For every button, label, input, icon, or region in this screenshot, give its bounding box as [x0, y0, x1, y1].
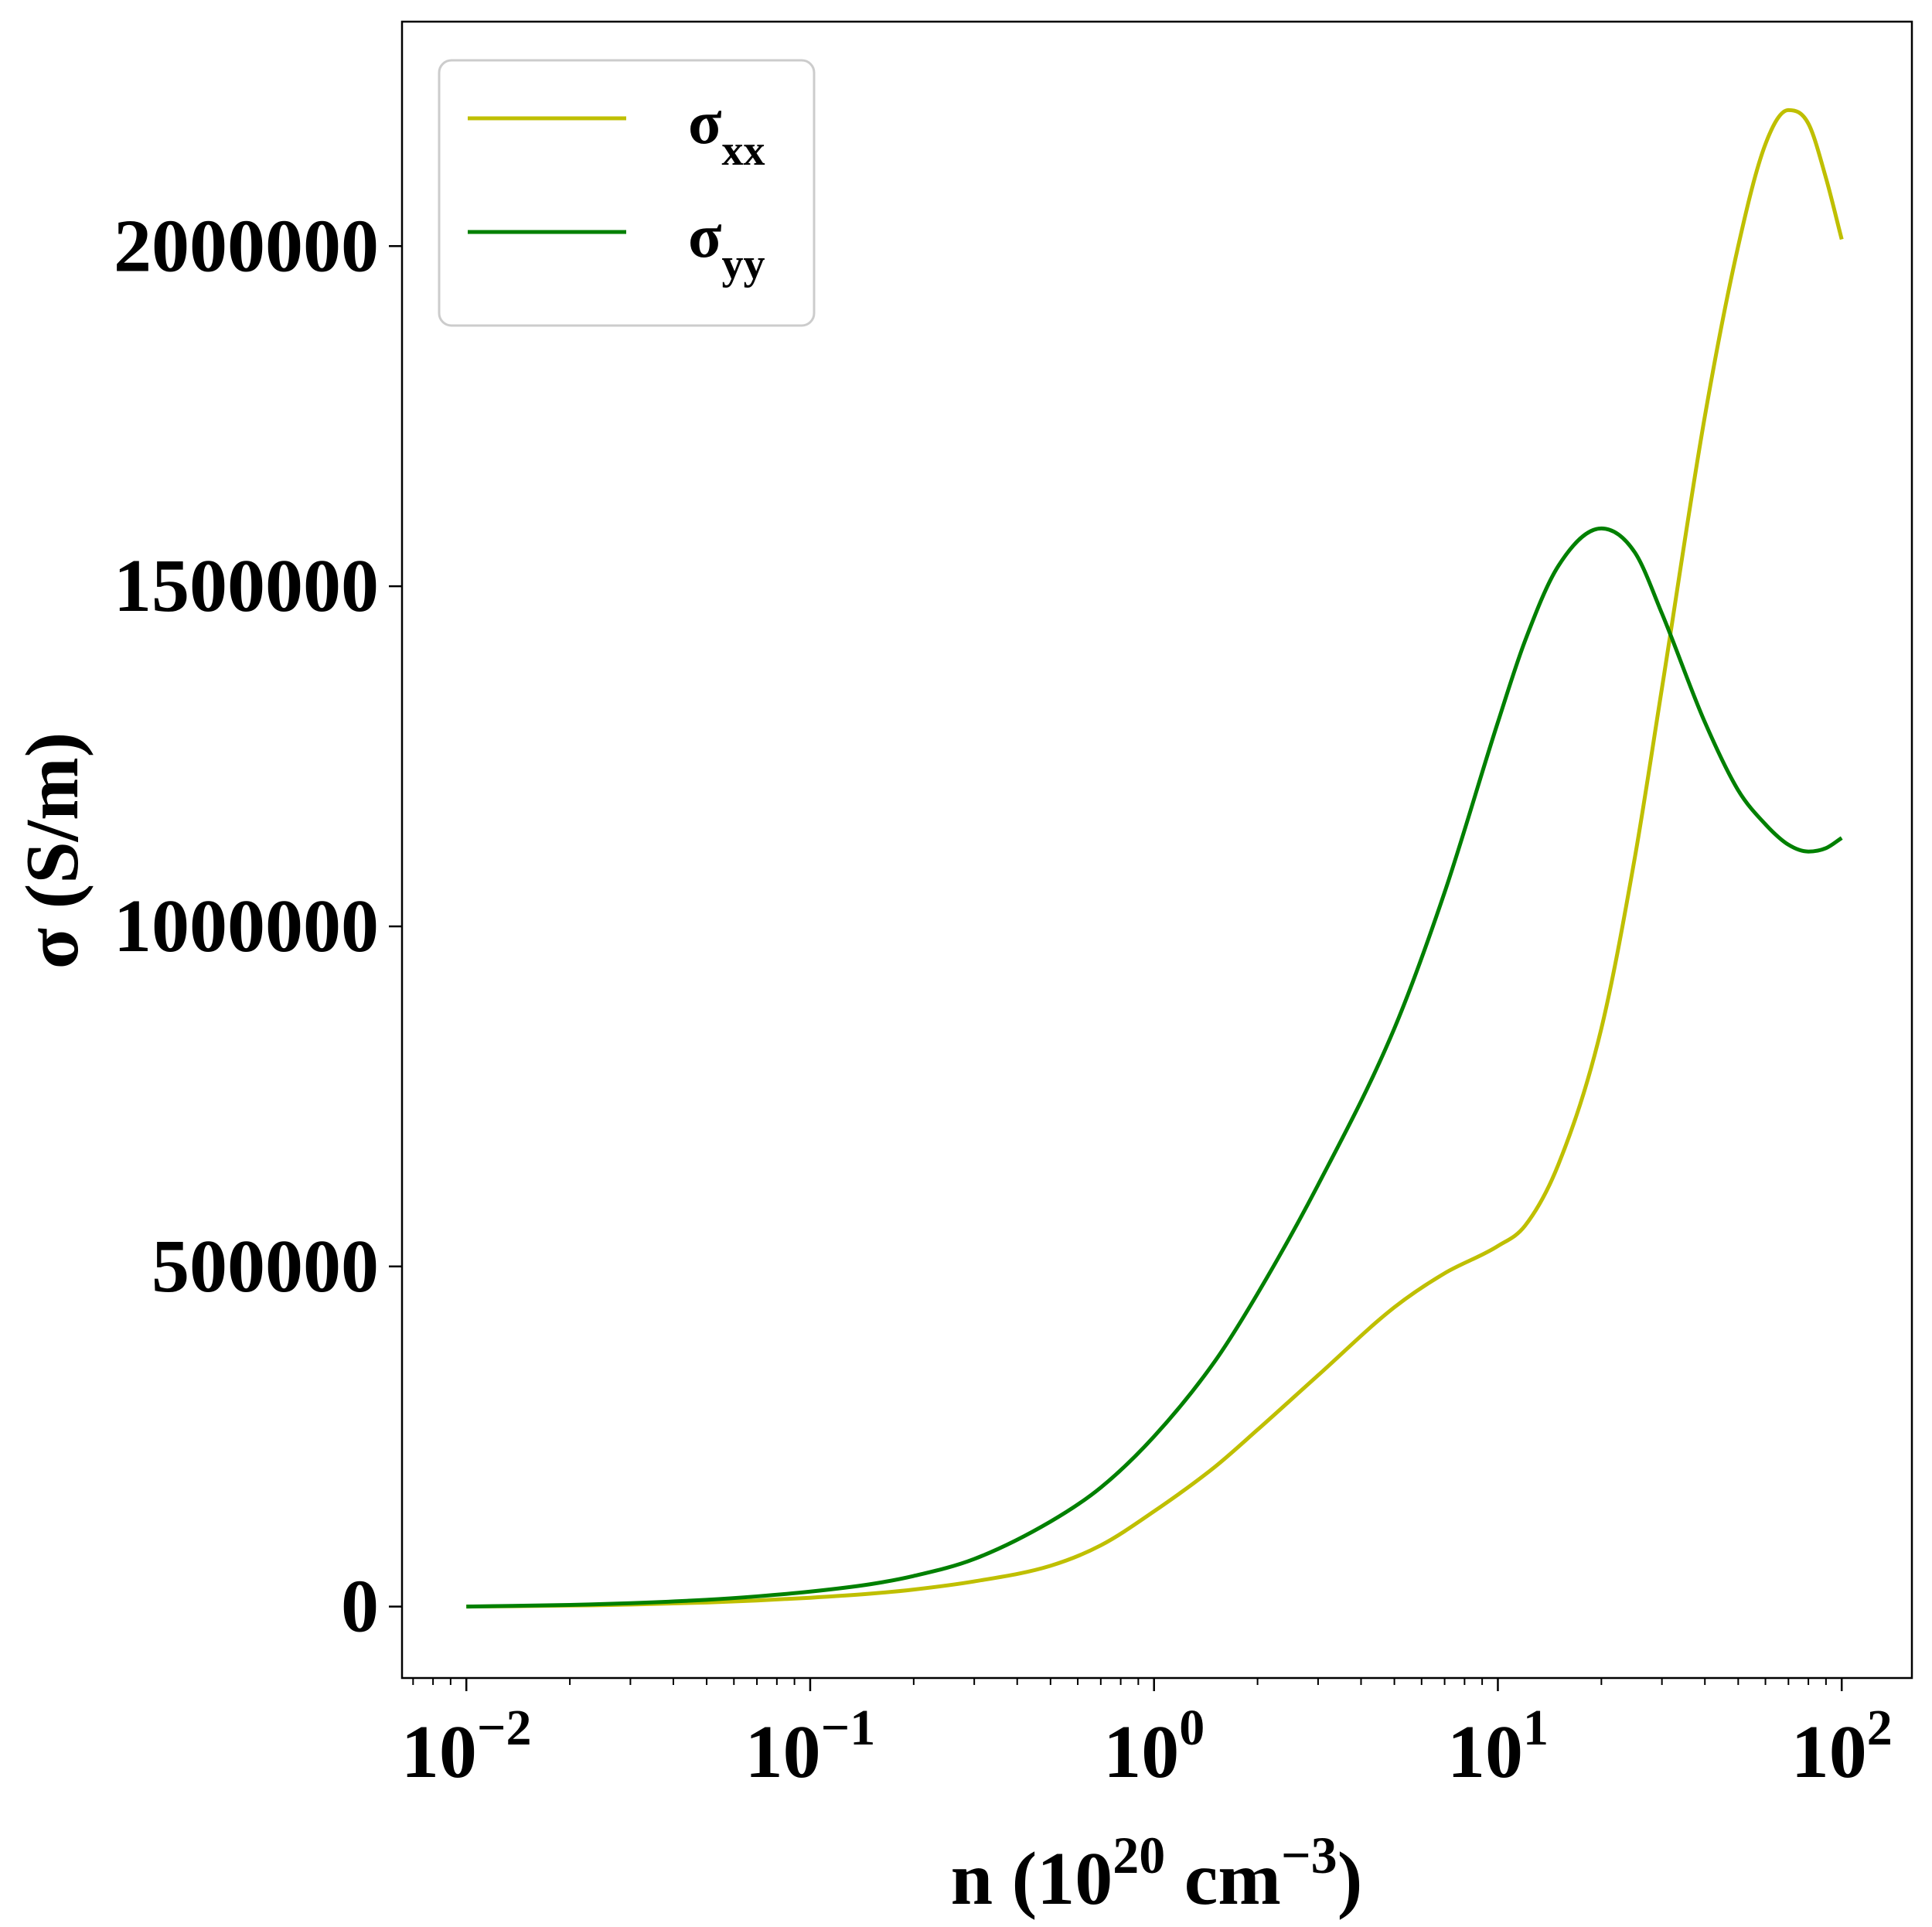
legend-box	[438, 59, 816, 327]
x-tick-label: 100	[1103, 1700, 1205, 1794]
y-axis-ticks: 0 500000 1000000 1500000 2000000	[114, 204, 402, 1649]
x-axis-ticks: 10−2 10−1 100 101 102	[401, 1678, 1893, 1794]
x-tick-label: 102	[1791, 1700, 1893, 1794]
series-lines	[466, 107, 1844, 1609]
legend-label-sxx: σxx	[688, 89, 765, 175]
series-line-sigma-xx	[466, 107, 1844, 1609]
y-tick-label: 2000000	[114, 204, 379, 288]
x-tick-label: 10−2	[401, 1700, 532, 1794]
y-axis-label: σ (S/m)	[11, 732, 94, 969]
y-tick-label: 1000000	[114, 885, 379, 968]
x-axis-label: n (1020 cm−3)	[951, 1826, 1363, 1921]
y-tick-label: 500000	[152, 1225, 379, 1308]
x-tick-label: 10−1	[745, 1700, 876, 1794]
y-tick-label: 0	[341, 1565, 379, 1649]
y-tick-label: 1500000	[114, 544, 379, 628]
x-minor-ticks	[412, 1678, 1827, 1685]
legend-label-syy: σyy	[688, 203, 765, 288]
plot-area	[400, 20, 1913, 1680]
legend: σxx σyy	[438, 59, 816, 327]
series-line-sigma-yy	[466, 526, 1843, 1609]
x-tick-label: 101	[1447, 1700, 1549, 1794]
